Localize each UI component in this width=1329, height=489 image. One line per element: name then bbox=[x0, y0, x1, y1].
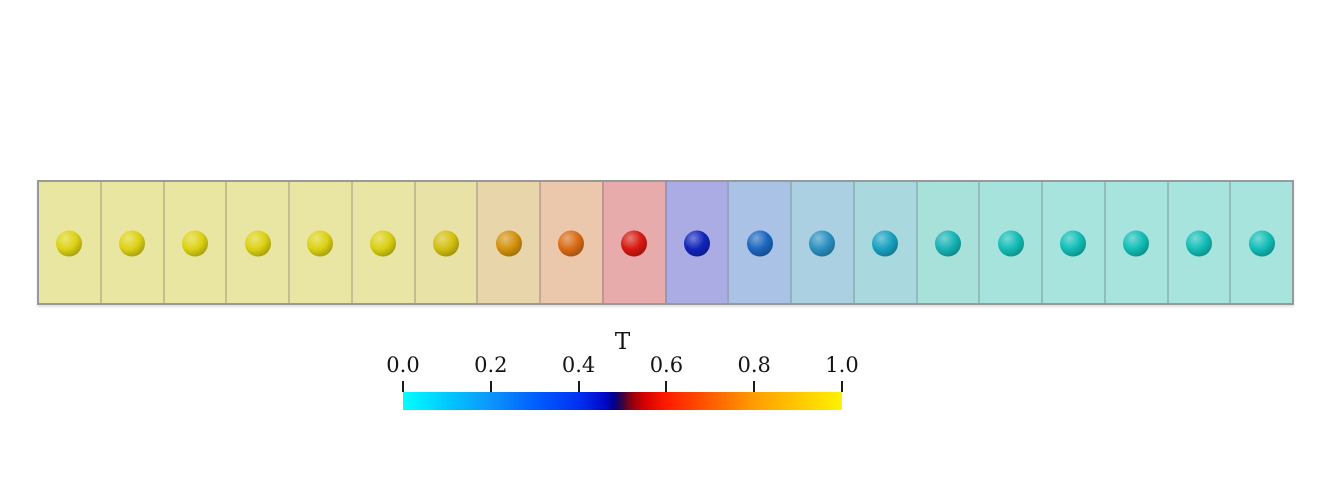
sphere bbox=[370, 230, 397, 257]
cell bbox=[601, 182, 665, 303]
scalar-bar-tick bbox=[577, 381, 580, 392]
sphere bbox=[1060, 230, 1087, 257]
scalar-bar-tick-label: 0.0 bbox=[386, 353, 420, 377]
sphere bbox=[746, 230, 773, 257]
scalar-bar-tick-label: 0.6 bbox=[649, 353, 684, 377]
scalar-bar-labels: 0.0 0.2 0.4 0.6 0.8 1.0 bbox=[386, 353, 858, 381]
cell bbox=[162, 182, 226, 303]
sphere bbox=[934, 230, 961, 257]
cell bbox=[39, 182, 100, 303]
sphere bbox=[495, 230, 522, 257]
cell bbox=[539, 182, 602, 303]
sphere bbox=[244, 230, 271, 257]
cell bbox=[1166, 182, 1230, 303]
cell bbox=[225, 182, 288, 303]
cell bbox=[413, 182, 477, 303]
sphere bbox=[432, 230, 459, 257]
scalar-bar-gradient bbox=[403, 392, 842, 410]
cell-row bbox=[37, 180, 1294, 305]
scalar-bar-tick bbox=[665, 381, 668, 392]
sphere bbox=[1185, 230, 1212, 257]
cell bbox=[1041, 182, 1104, 303]
scalar-bar-tick bbox=[402, 381, 404, 392]
sphere bbox=[997, 230, 1024, 257]
sphere bbox=[558, 230, 585, 257]
scalar-bar-tick-label: 1.0 bbox=[825, 353, 859, 377]
cell bbox=[99, 182, 163, 303]
scalar-bar-tick bbox=[489, 381, 492, 392]
cell bbox=[288, 182, 351, 303]
cell bbox=[852, 182, 916, 303]
sphere bbox=[119, 230, 146, 257]
scalar-bar-tick-label: 0.4 bbox=[561, 353, 596, 377]
cell bbox=[664, 182, 728, 303]
scalar-bar-ticks bbox=[402, 381, 843, 392]
sphere bbox=[621, 230, 648, 257]
sphere bbox=[872, 230, 899, 257]
sphere bbox=[181, 230, 208, 257]
cell bbox=[1103, 182, 1167, 303]
cell bbox=[1229, 182, 1292, 303]
scalar-bar-tick-label: 0.8 bbox=[737, 353, 771, 377]
scalar-bar-title: T bbox=[614, 329, 631, 355]
cell bbox=[350, 182, 414, 303]
scalar-bar-tick bbox=[753, 381, 756, 392]
sphere bbox=[1123, 230, 1150, 257]
sphere bbox=[809, 230, 836, 257]
cell bbox=[978, 182, 1041, 303]
sphere bbox=[1248, 230, 1275, 257]
cell bbox=[790, 182, 853, 303]
cell bbox=[915, 182, 979, 303]
cell bbox=[727, 182, 790, 303]
scalar-bar-tick-label: 0.2 bbox=[474, 353, 508, 377]
sphere bbox=[683, 230, 710, 257]
sphere bbox=[307, 230, 334, 257]
scalar-bar: T 0.0 0.2 0.4 0.6 0.8 1.0 bbox=[386, 329, 859, 411]
cell bbox=[476, 182, 539, 303]
sphere bbox=[56, 230, 83, 257]
scalar-bar-tick bbox=[841, 381, 843, 392]
